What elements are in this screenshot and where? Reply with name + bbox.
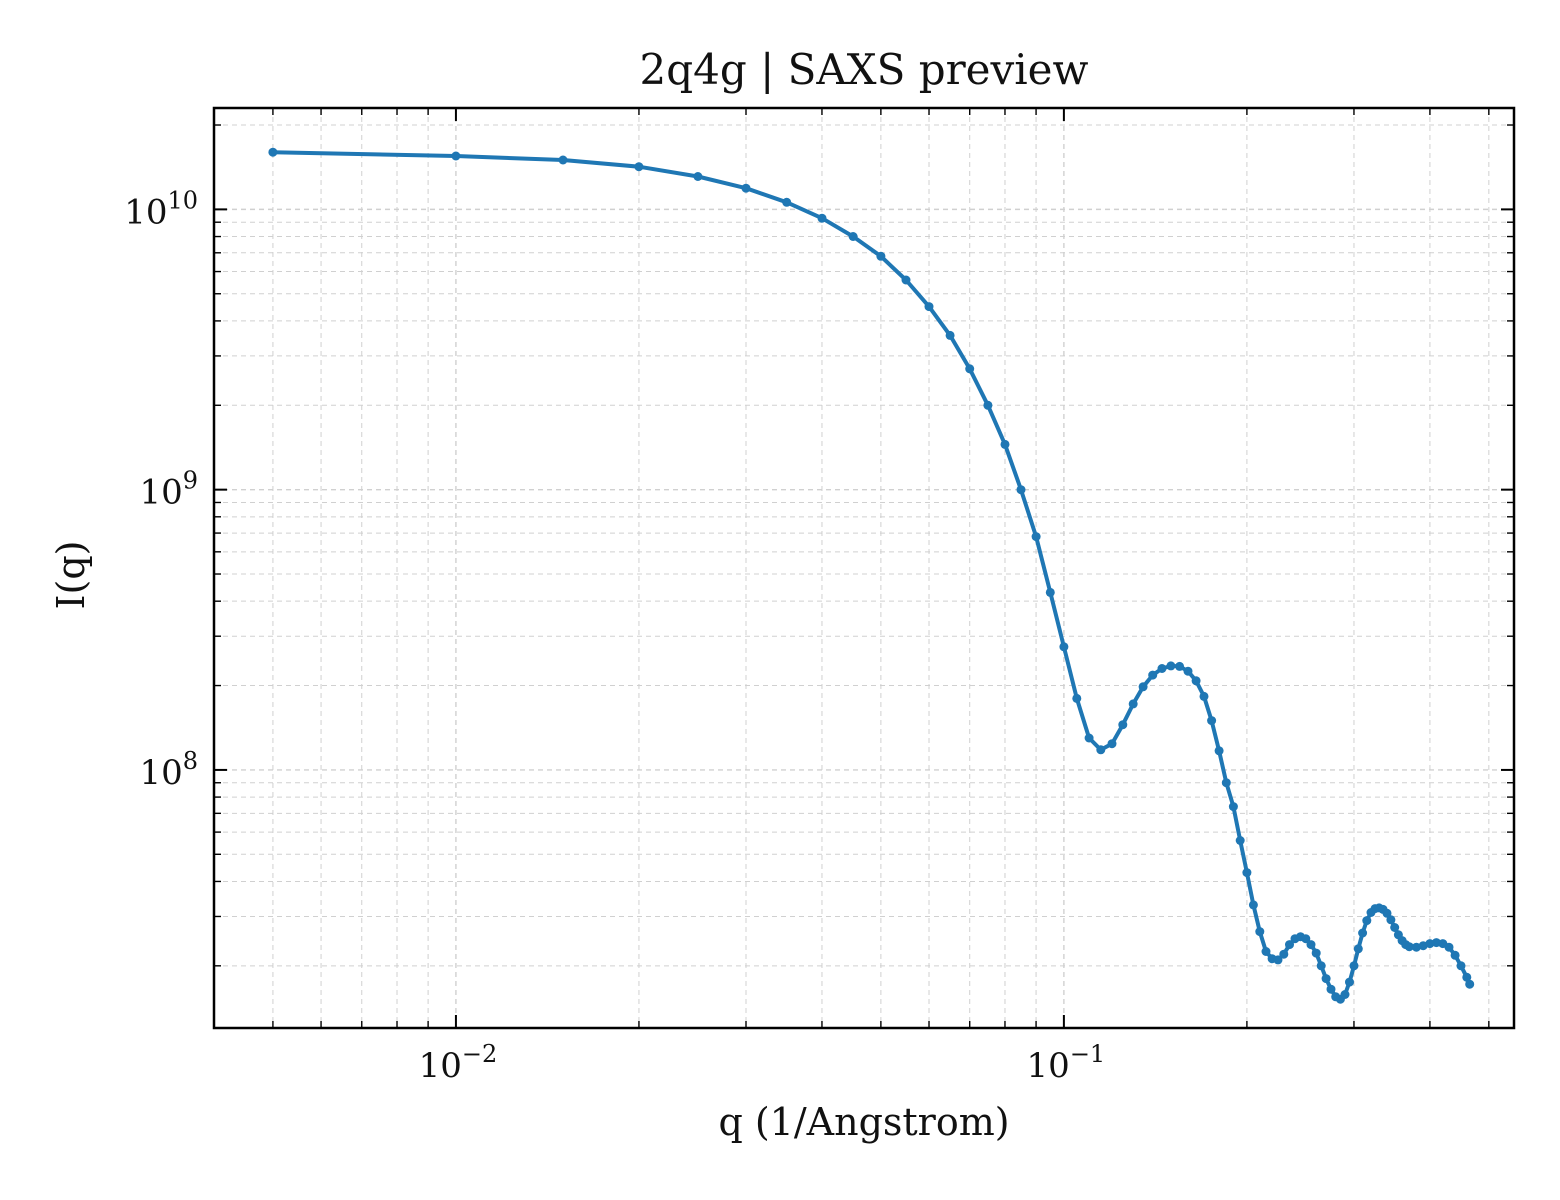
data-point <box>1221 778 1231 788</box>
data-point <box>1248 900 1258 910</box>
data-point <box>1382 908 1392 918</box>
data-point <box>1326 984 1336 994</box>
plot-frame <box>212 106 1516 1030</box>
data-point <box>1199 691 1209 701</box>
data-point <box>965 364 975 374</box>
data-point <box>1345 977 1354 987</box>
data-point <box>1031 532 1041 542</box>
data-point <box>848 232 858 241</box>
data-point <box>1279 949 1289 959</box>
data-point <box>1386 915 1396 925</box>
data-point <box>782 197 792 207</box>
data-point <box>1462 972 1472 982</box>
data-point <box>1045 587 1055 597</box>
y-tick-label: 1010 <box>124 186 198 232</box>
data-point <box>1175 661 1185 671</box>
data-point <box>945 330 955 340</box>
data-point <box>1273 955 1283 965</box>
data-point <box>1016 485 1026 495</box>
data-point <box>1390 923 1400 932</box>
data-point <box>1465 979 1475 989</box>
data-point <box>1096 745 1106 755</box>
data-point <box>1306 940 1316 950</box>
data-point <box>1207 716 1217 726</box>
data-point <box>1242 868 1252 878</box>
data-point <box>1072 693 1082 703</box>
data-point <box>876 251 886 261</box>
data-point <box>1157 664 1167 673</box>
data-point <box>693 172 703 181</box>
data-point <box>451 151 461 161</box>
y-axis-label: I(q) <box>49 541 93 610</box>
data-point <box>1084 733 1094 743</box>
data-point <box>1358 928 1368 938</box>
data-point <box>268 147 278 157</box>
data-point <box>1411 942 1421 952</box>
data-point <box>1166 661 1176 671</box>
data-point <box>1340 990 1350 999</box>
data-point <box>1183 666 1193 676</box>
data-point <box>1321 974 1331 984</box>
data-point <box>1311 948 1321 958</box>
data-point <box>1404 942 1414 952</box>
data-point <box>1191 676 1201 686</box>
data-point <box>634 162 644 172</box>
data-point <box>1214 746 1224 756</box>
data-point <box>1362 916 1372 926</box>
data-point <box>558 155 568 165</box>
data-point <box>1148 670 1158 680</box>
data-point <box>1349 961 1359 971</box>
y-tick-label: 108 <box>139 747 198 793</box>
data-point <box>1235 836 1245 845</box>
chart-title: 2q4g | SAXS preview <box>640 45 1089 94</box>
data-point <box>1228 802 1238 812</box>
series-group <box>268 147 1475 1004</box>
data-point <box>1059 642 1069 652</box>
x-tick-label: 10−2 <box>419 1040 498 1086</box>
data-point <box>1261 947 1271 956</box>
data-point <box>1118 720 1128 730</box>
data-point <box>1000 439 1010 449</box>
data-point <box>1128 699 1138 709</box>
data-point <box>983 400 993 410</box>
x-axis-label: q (1/Angstrom) <box>718 1100 1009 1144</box>
data-point <box>1107 739 1117 749</box>
grid-lines <box>213 108 1514 1028</box>
data-point <box>1353 944 1363 954</box>
data-point <box>1444 942 1454 952</box>
data-point <box>1456 961 1466 971</box>
data-point <box>741 183 751 193</box>
data-point <box>901 275 911 285</box>
data-point <box>1450 950 1460 960</box>
y-tick-label: 109 <box>139 467 198 513</box>
data-point <box>1255 927 1265 937</box>
data-point <box>1285 940 1294 950</box>
tick-labels: 10−2 10−1 108 109 1010 <box>124 186 1105 1086</box>
data-point <box>817 213 827 223</box>
data-point <box>1301 934 1311 944</box>
data-point <box>1316 961 1326 971</box>
data-point <box>1138 682 1148 692</box>
data-point <box>924 302 934 312</box>
x-tick-label: 10−1 <box>1027 1040 1106 1086</box>
